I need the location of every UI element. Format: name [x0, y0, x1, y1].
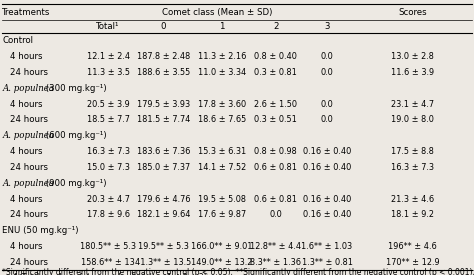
Text: 182.1 ± 9.64: 182.1 ± 9.64 [137, 210, 190, 219]
Text: *Significantly different from the negative control (p < 0.05); **Significantly d: *Significantly different from the negati… [2, 268, 474, 275]
Text: 1: 1 [219, 22, 225, 31]
Text: 16.3 ± 7.3: 16.3 ± 7.3 [391, 163, 434, 172]
Text: 21.3 ± 4.6: 21.3 ± 4.6 [391, 194, 434, 204]
Text: 11.3 ± 3.5: 11.3 ± 3.5 [87, 68, 129, 77]
Text: Comet class (Mean ± SD): Comet class (Mean ± SD) [162, 8, 272, 17]
Text: Treatments: Treatments [2, 8, 51, 17]
Text: 4 hours: 4 hours [10, 194, 43, 204]
Text: 179.5 ± 3.93: 179.5 ± 3.93 [137, 100, 190, 109]
Text: (300 mg.kg⁻¹): (300 mg.kg⁻¹) [43, 84, 106, 93]
Text: 183.6 ± 7.36: 183.6 ± 7.36 [137, 147, 190, 156]
Text: 166.0** ± 9.01: 166.0** ± 9.01 [191, 242, 253, 251]
Text: 181.5 ± 7.74: 181.5 ± 7.74 [137, 116, 190, 125]
Text: 17.5 ± 8.8: 17.5 ± 8.8 [391, 147, 434, 156]
Text: 17.8 ± 9.6: 17.8 ± 9.6 [87, 210, 129, 219]
Text: 18.6 ± 7.65: 18.6 ± 7.65 [198, 116, 246, 125]
Text: 0.8 ± 0.40: 0.8 ± 0.40 [255, 52, 297, 61]
Text: 16.3 ± 7.3: 16.3 ± 7.3 [87, 147, 129, 156]
Text: 196** ± 4.6: 196** ± 4.6 [388, 242, 437, 251]
Text: 24 hours: 24 hours [10, 116, 48, 125]
Text: 2.6 ± 1.50: 2.6 ± 1.50 [255, 100, 297, 109]
Text: 0.16 ± 0.40: 0.16 ± 0.40 [303, 163, 351, 172]
Text: 14.1 ± 7.52: 14.1 ± 7.52 [198, 163, 246, 172]
Text: 41.3** ± 13.5: 41.3** ± 13.5 [136, 258, 191, 267]
Text: 19.5 ± 5.08: 19.5 ± 5.08 [198, 194, 246, 204]
Text: 12.1 ± 2.4: 12.1 ± 2.4 [87, 52, 129, 61]
Text: 149.0** ± 13.2: 149.0** ± 13.2 [191, 258, 253, 267]
Text: 19.5** ± 5.3: 19.5** ± 5.3 [138, 242, 189, 251]
Text: 11.6 ± 3.9: 11.6 ± 3.9 [391, 68, 434, 77]
Text: 15.3 ± 6.31: 15.3 ± 6.31 [198, 147, 246, 156]
Text: 17.6 ± 9.87: 17.6 ± 9.87 [198, 210, 246, 219]
Text: 0.8 ± 0.98: 0.8 ± 0.98 [255, 147, 297, 156]
Text: 0.0: 0.0 [321, 68, 333, 77]
Text: 0: 0 [161, 22, 166, 31]
Text: 0.3 ± 0.51: 0.3 ± 0.51 [255, 116, 297, 125]
Text: 24 hours: 24 hours [10, 68, 48, 77]
Text: 17.8 ± 3.60: 17.8 ± 3.60 [198, 100, 246, 109]
Text: 13.0 ± 2.8: 13.0 ± 2.8 [391, 52, 434, 61]
Text: 15.0 ± 7.3: 15.0 ± 7.3 [87, 163, 129, 172]
Text: 158.6** ± 13: 158.6** ± 13 [81, 258, 135, 267]
Text: 20.5 ± 3.9: 20.5 ± 3.9 [87, 100, 129, 109]
Text: (600 mg.kg⁻¹): (600 mg.kg⁻¹) [43, 131, 106, 140]
Text: 185.0 ± 7.37: 185.0 ± 7.37 [137, 163, 190, 172]
Text: 0.0: 0.0 [321, 100, 333, 109]
Text: 1.6** ± 1.03: 1.6** ± 1.03 [301, 242, 353, 251]
Text: 180.5** ± 5.3: 180.5** ± 5.3 [80, 242, 136, 251]
Text: Total¹: Total¹ [96, 22, 120, 31]
Text: 179.6 ± 4.76: 179.6 ± 4.76 [137, 194, 190, 204]
Text: and ¹Total number of damaged cells (class 1 + 2 + 3): and ¹Total number of damaged cells (clas… [2, 273, 207, 275]
Text: 4 hours: 4 hours [10, 100, 43, 109]
Text: 0.16 ± 0.40: 0.16 ± 0.40 [303, 210, 351, 219]
Text: 188.6 ± 3.55: 188.6 ± 3.55 [137, 68, 190, 77]
Text: 0.3 ± 0.81: 0.3 ± 0.81 [255, 68, 297, 77]
Text: 18.1 ± 9.2: 18.1 ± 9.2 [391, 210, 434, 219]
Text: 170** ± 12.9: 170** ± 12.9 [385, 258, 439, 267]
Text: 187.8 ± 2.48: 187.8 ± 2.48 [137, 52, 190, 61]
Text: 18.5 ± 7.7: 18.5 ± 7.7 [87, 116, 129, 125]
Text: 0.6 ± 0.81: 0.6 ± 0.81 [255, 194, 297, 204]
Text: 0.16 ± 0.40: 0.16 ± 0.40 [303, 194, 351, 204]
Text: 8.3** ± 1.36: 8.3** ± 1.36 [250, 258, 301, 267]
Text: 23.1 ± 4.7: 23.1 ± 4.7 [391, 100, 434, 109]
Text: 0.16 ± 0.40: 0.16 ± 0.40 [303, 147, 351, 156]
Text: 3: 3 [324, 22, 330, 31]
Text: ENU (50 mg.kg⁻¹): ENU (50 mg.kg⁻¹) [2, 226, 79, 235]
Text: 4 hours: 4 hours [10, 52, 43, 61]
Text: 1.3** ± 0.81: 1.3** ± 0.81 [301, 258, 353, 267]
Text: Scores: Scores [398, 8, 427, 17]
Text: 24 hours: 24 hours [10, 210, 48, 219]
Text: 24 hours: 24 hours [10, 258, 48, 267]
Text: 0.0: 0.0 [270, 210, 282, 219]
Text: A. populnea: A. populnea [2, 179, 55, 188]
Text: 20.3 ± 4.7: 20.3 ± 4.7 [87, 194, 129, 204]
Text: 19.0 ± 8.0: 19.0 ± 8.0 [391, 116, 434, 125]
Text: 4 hours: 4 hours [10, 242, 43, 251]
Text: A. populnea: A. populnea [2, 131, 55, 140]
Text: 0.6 ± 0.81: 0.6 ± 0.81 [255, 163, 297, 172]
Text: Control: Control [2, 36, 33, 45]
Text: A. populnea: A. populnea [2, 84, 55, 93]
Text: 4 hours: 4 hours [10, 147, 43, 156]
Text: 24 hours: 24 hours [10, 163, 48, 172]
Text: 2: 2 [273, 22, 279, 31]
Text: 12.8** ± 4.4: 12.8** ± 4.4 [250, 242, 301, 251]
Text: 11.0 ± 3.34: 11.0 ± 3.34 [198, 68, 246, 77]
Text: 0.0: 0.0 [321, 52, 333, 61]
Text: (900 mg.kg⁻¹): (900 mg.kg⁻¹) [43, 179, 106, 188]
Text: 11.3 ± 2.16: 11.3 ± 2.16 [198, 52, 246, 61]
Text: 0.0: 0.0 [321, 116, 333, 125]
